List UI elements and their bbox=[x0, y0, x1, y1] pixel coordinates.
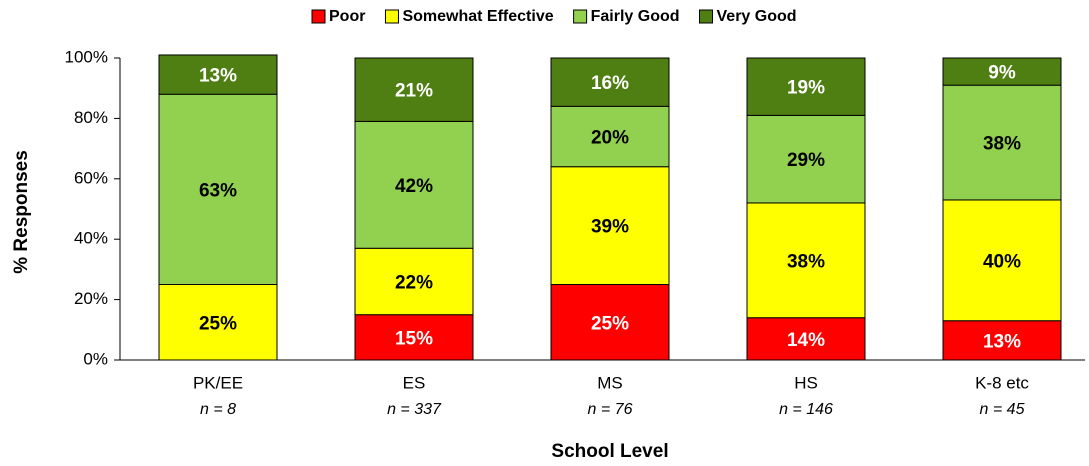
n-label: n = 76 bbox=[588, 401, 633, 418]
data-label: 16% bbox=[591, 73, 629, 94]
bar-segment bbox=[942, 84, 1062, 201]
bar-segment bbox=[550, 57, 670, 107]
n-label: n = 337 bbox=[387, 401, 442, 418]
n-label: n = 8 bbox=[200, 401, 236, 418]
data-label: 9% bbox=[988, 63, 1016, 84]
bar-segment bbox=[354, 57, 474, 122]
data-label: 13% bbox=[199, 66, 237, 87]
bar-segment bbox=[354, 314, 474, 361]
data-label: 29% bbox=[787, 150, 825, 171]
x-tick-label: PK/EE bbox=[193, 373, 243, 392]
data-label: 63% bbox=[199, 180, 237, 201]
data-label: 20% bbox=[591, 128, 629, 149]
data-label: 13% bbox=[983, 331, 1021, 352]
n-label: n = 146 bbox=[779, 401, 833, 418]
legend-label: Somewhat Effective bbox=[402, 8, 553, 25]
n-label: n = 45 bbox=[980, 401, 1025, 418]
data-label: 38% bbox=[787, 251, 825, 272]
bar-segment bbox=[746, 202, 866, 319]
bar-segment bbox=[942, 57, 1062, 86]
y-tick-label: 60% bbox=[74, 168, 108, 187]
x-tick-label: ES bbox=[403, 373, 426, 392]
data-label: 42% bbox=[395, 176, 433, 197]
x-tick-label: HS bbox=[794, 373, 818, 392]
y-tick-label: 80% bbox=[74, 108, 108, 127]
data-label: 19% bbox=[787, 78, 825, 99]
x-tick-label: MS bbox=[597, 373, 623, 392]
data-label: 14% bbox=[787, 330, 825, 351]
y-tick-label: 100% bbox=[65, 47, 108, 66]
bar-segment bbox=[158, 284, 278, 361]
bar-segment bbox=[158, 54, 278, 95]
legend-label: Very Good bbox=[717, 8, 797, 25]
x-axis-title: School Level bbox=[551, 441, 668, 462]
legend-swatch bbox=[699, 9, 714, 24]
legend-swatch bbox=[573, 9, 588, 24]
data-label: 40% bbox=[983, 251, 1021, 272]
legend-swatch bbox=[311, 9, 326, 24]
y-tick-label: 20% bbox=[74, 289, 108, 308]
bar-segment bbox=[550, 105, 670, 168]
bar-segment bbox=[354, 120, 474, 249]
data-label: 21% bbox=[395, 81, 433, 102]
x-tick-label: K-8 etc bbox=[975, 373, 1029, 392]
bar-segment bbox=[550, 166, 670, 285]
y-tick-label: 40% bbox=[74, 229, 108, 248]
bar-segment bbox=[354, 247, 474, 316]
legend-label: Fairly Good bbox=[591, 8, 680, 25]
bar-segment bbox=[746, 317, 866, 361]
data-label: 25% bbox=[591, 313, 629, 334]
bar-segment bbox=[746, 57, 866, 116]
data-label: 15% bbox=[395, 328, 433, 349]
data-label: 39% bbox=[591, 217, 629, 238]
legend-swatch bbox=[384, 9, 399, 24]
legend-label: Poor bbox=[329, 8, 365, 25]
data-label: 25% bbox=[199, 313, 237, 334]
bar-segment bbox=[942, 199, 1062, 322]
data-label: 38% bbox=[983, 134, 1021, 155]
y-axis-title: % Responses bbox=[11, 150, 32, 274]
bar-segment bbox=[550, 284, 670, 361]
bar-segment bbox=[158, 93, 278, 285]
y-tick-label: 0% bbox=[83, 349, 108, 368]
data-label: 22% bbox=[395, 272, 433, 293]
